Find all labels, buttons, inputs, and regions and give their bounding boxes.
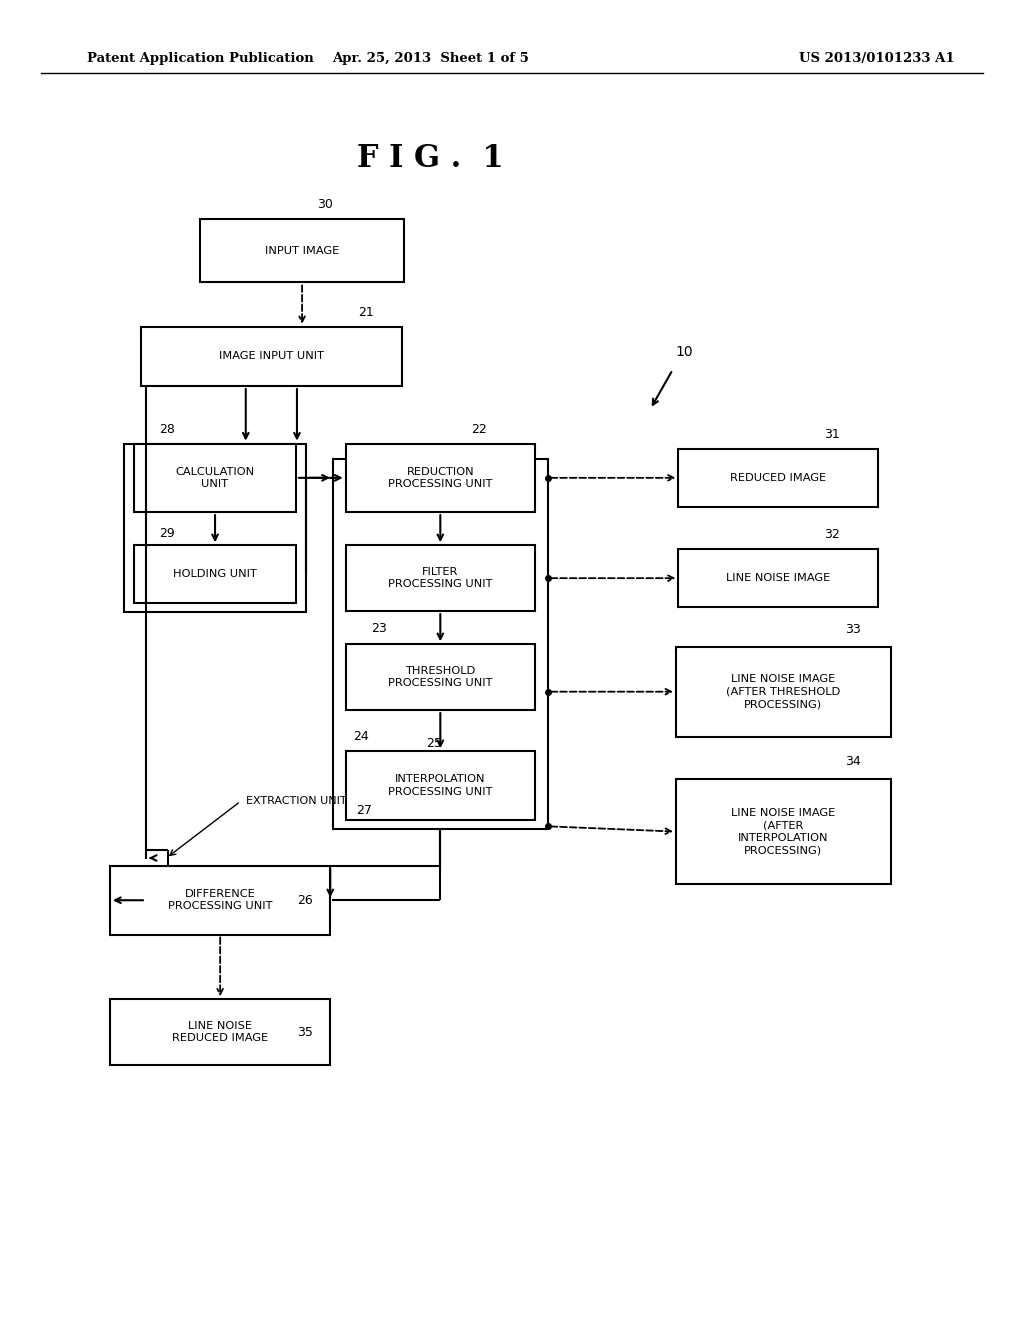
- Text: HOLDING UNIT: HOLDING UNIT: [173, 569, 257, 579]
- Text: 21: 21: [358, 306, 374, 319]
- Text: LINE NOISE IMAGE
(AFTER THRESHOLD
PROCESSING): LINE NOISE IMAGE (AFTER THRESHOLD PROCES…: [726, 675, 841, 709]
- Text: 34: 34: [845, 755, 860, 768]
- Text: THRESHOLD
PROCESSING UNIT: THRESHOLD PROCESSING UNIT: [388, 667, 493, 688]
- Text: 28: 28: [159, 422, 175, 436]
- Text: 10: 10: [676, 345, 693, 359]
- Text: 27: 27: [356, 804, 373, 817]
- Text: LINE NOISE IMAGE
(AFTER
INTERPOLATION
PROCESSING): LINE NOISE IMAGE (AFTER INTERPOLATION PR…: [731, 808, 836, 855]
- FancyBboxPatch shape: [346, 444, 535, 512]
- Text: REDUCTION
PROCESSING UNIT: REDUCTION PROCESSING UNIT: [388, 467, 493, 488]
- Text: 24: 24: [353, 730, 369, 743]
- Text: LINE NOISE IMAGE: LINE NOISE IMAGE: [726, 573, 830, 583]
- FancyBboxPatch shape: [678, 449, 878, 507]
- Text: 30: 30: [317, 198, 334, 211]
- Text: 23: 23: [371, 622, 386, 635]
- FancyBboxPatch shape: [141, 326, 401, 385]
- Text: IMAGE INPUT UNIT: IMAGE INPUT UNIT: [219, 351, 324, 362]
- FancyBboxPatch shape: [200, 219, 404, 282]
- FancyBboxPatch shape: [111, 866, 330, 935]
- Text: DIFFERENCE
PROCESSING UNIT: DIFFERENCE PROCESSING UNIT: [168, 890, 272, 911]
- Text: 33: 33: [845, 623, 860, 636]
- Text: INPUT IMAGE: INPUT IMAGE: [265, 246, 339, 256]
- Text: 29: 29: [159, 527, 174, 540]
- Text: 25: 25: [426, 737, 442, 750]
- Text: Apr. 25, 2013  Sheet 1 of 5: Apr. 25, 2013 Sheet 1 of 5: [332, 51, 528, 65]
- FancyBboxPatch shape: [111, 999, 330, 1065]
- Text: EXTRACTION UNIT: EXTRACTION UNIT: [246, 796, 346, 807]
- Text: FILTER
PROCESSING UNIT: FILTER PROCESSING UNIT: [388, 568, 493, 589]
- Text: Patent Application Publication: Patent Application Publication: [87, 51, 313, 65]
- Text: LINE NOISE
REDUCED IMAGE: LINE NOISE REDUCED IMAGE: [172, 1022, 268, 1043]
- Text: CALCULATION
UNIT: CALCULATION UNIT: [175, 467, 255, 488]
- FancyBboxPatch shape: [676, 647, 891, 737]
- FancyBboxPatch shape: [134, 444, 296, 512]
- FancyBboxPatch shape: [346, 545, 535, 611]
- Text: 35: 35: [297, 1026, 313, 1039]
- Text: REDUCED IMAGE: REDUCED IMAGE: [730, 473, 826, 483]
- FancyBboxPatch shape: [134, 545, 296, 603]
- FancyBboxPatch shape: [346, 644, 535, 710]
- FancyBboxPatch shape: [676, 779, 891, 884]
- Text: 31: 31: [824, 428, 840, 441]
- Text: 22: 22: [471, 422, 486, 436]
- Text: F I G .  1: F I G . 1: [356, 143, 504, 174]
- Text: 32: 32: [824, 528, 840, 541]
- Text: 26: 26: [297, 894, 312, 907]
- Text: US 2013/0101233 A1: US 2013/0101233 A1: [799, 51, 954, 65]
- FancyBboxPatch shape: [678, 549, 878, 607]
- Text: INTERPOLATION
PROCESSING UNIT: INTERPOLATION PROCESSING UNIT: [388, 775, 493, 796]
- FancyBboxPatch shape: [346, 751, 535, 820]
